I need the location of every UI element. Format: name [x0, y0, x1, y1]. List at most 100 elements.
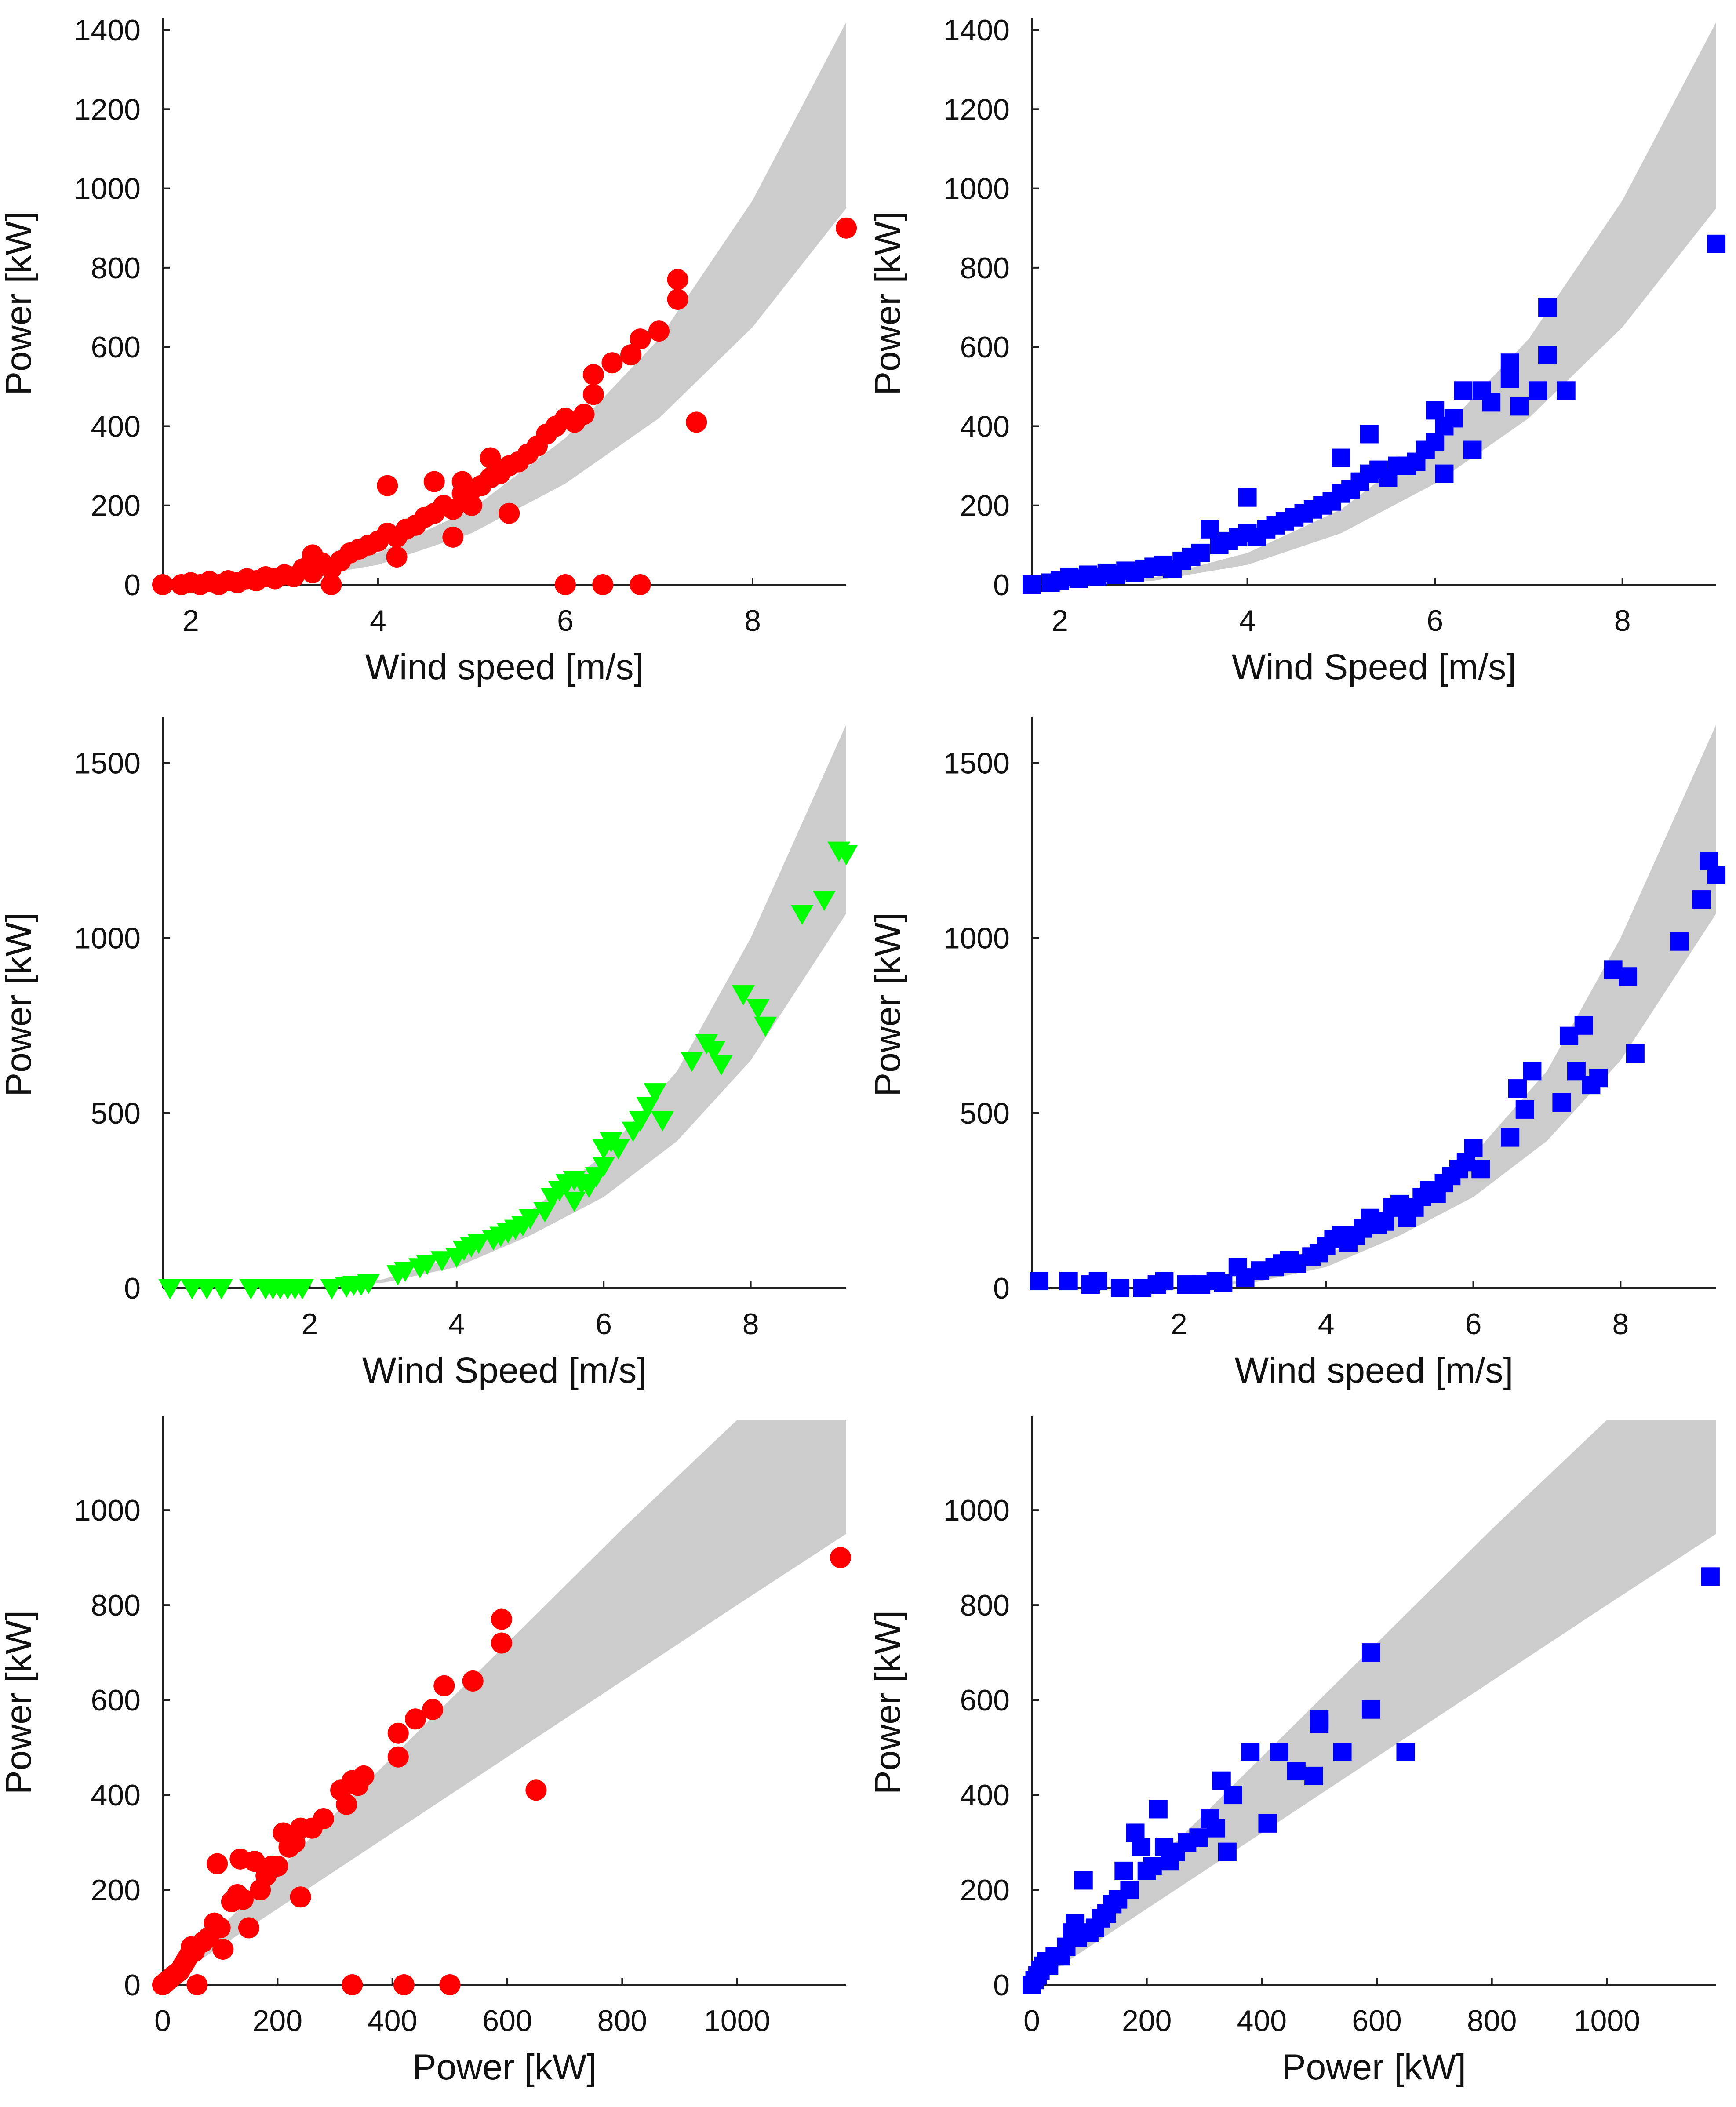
- x-tick-label: 8: [1612, 1307, 1629, 1341]
- y-tick-label: 0: [993, 1969, 1010, 2002]
- data-point: [158, 1279, 182, 1299]
- data-point: [667, 269, 688, 290]
- x-tick-label: 6: [557, 604, 574, 637]
- data-point: [1426, 401, 1445, 420]
- data-point: [1529, 381, 1547, 400]
- data-point: [1201, 520, 1219, 539]
- y-tick-label: 0: [993, 1272, 1010, 1305]
- data-point: [525, 1779, 547, 1801]
- confidence-band: [163, 724, 846, 1288]
- x-tick-label: 2: [1171, 1307, 1187, 1341]
- data-point: [195, 1279, 218, 1299]
- data-point: [1426, 433, 1445, 451]
- data-point: [1454, 381, 1473, 400]
- y-tick-label: 600: [91, 331, 141, 364]
- data-point: [1241, 1743, 1260, 1761]
- y-tick-label: 1200: [943, 93, 1010, 126]
- data-point: [1361, 1700, 1380, 1719]
- data-point: [393, 1974, 415, 1995]
- y-tick-label: 1500: [943, 747, 1010, 780]
- y-tick-label: 800: [91, 1589, 141, 1622]
- data-point: [302, 544, 323, 566]
- y-tick-label: 0: [124, 1272, 141, 1305]
- data-point: [152, 574, 173, 595]
- y-tick-label: 400: [91, 410, 141, 443]
- data-point: [1360, 425, 1379, 444]
- x-axis-label: Power [kW]: [412, 2047, 597, 2087]
- data-point: [1707, 866, 1725, 884]
- x-tick-label: 6: [1427, 604, 1443, 637]
- y-tick-label: 600: [960, 1684, 1010, 1717]
- data-point: [461, 495, 482, 516]
- data-point: [1574, 1016, 1593, 1035]
- data-point: [1692, 890, 1711, 909]
- data-point: [1304, 1766, 1323, 1785]
- data-point: [480, 447, 501, 469]
- data-point: [430, 1251, 454, 1272]
- data-point: [1120, 1881, 1139, 1900]
- x-axis-label: Power [kW]: [1282, 2047, 1466, 2087]
- data-point: [1500, 353, 1519, 372]
- y-axis-label: Power [kW]: [0, 912, 39, 1096]
- data-point: [1214, 1274, 1233, 1292]
- y-tick-label: 200: [960, 489, 1010, 523]
- data-point: [732, 985, 755, 1006]
- x-tick-label: 4: [1239, 604, 1256, 637]
- data-point: [433, 1675, 455, 1696]
- y-axis-label: Power [kW]: [868, 211, 908, 395]
- data-point: [491, 1608, 512, 1630]
- chart-bottom-right: 0 200 400 600 800 1000 0 200 400 600 800 1000 Power …: [868, 1416, 1720, 2087]
- data-point: [1515, 1100, 1534, 1119]
- confidence-band: [163, 1420, 846, 1985]
- data-point: [1464, 1139, 1483, 1157]
- data-point: [313, 1808, 334, 1830]
- x-axis-label: Wind Speed [m/s]: [362, 1350, 647, 1390]
- confidence-band: [1032, 22, 1716, 585]
- y-tick-label: 600: [91, 1684, 141, 1717]
- data-point: [601, 352, 623, 374]
- data-point: [835, 845, 858, 866]
- chart-middle-left: 0 500 1000 1500 2 4 6 8 Wind Speed [m/s] Power [k…: [0, 717, 858, 1390]
- data-point: [342, 1974, 363, 1995]
- data-point: [1030, 1272, 1048, 1291]
- data-point: [1088, 1272, 1107, 1291]
- data-point: [812, 891, 836, 911]
- x-tick-label: 200: [253, 2004, 302, 2038]
- chart-middle-right: 0 500 1000 1500 2 4 6 8 Wind speed [m/s] Power [k…: [868, 717, 1725, 1390]
- data-point: [1191, 543, 1210, 562]
- data-point: [387, 1746, 409, 1768]
- y-tick-label: 1000: [943, 1494, 1010, 1527]
- data-point: [291, 1279, 314, 1299]
- x-tick-label: 0: [154, 2004, 171, 2038]
- data-point: [210, 1279, 233, 1299]
- x-tick-label: 1000: [1574, 2004, 1640, 2038]
- y-tick-label: 800: [91, 251, 141, 285]
- y-tick-label: 1500: [74, 747, 141, 780]
- data-point: [267, 1856, 288, 1877]
- data-point: [1471, 1160, 1490, 1179]
- data-point: [1143, 1857, 1162, 1876]
- data-point: [207, 1853, 228, 1874]
- y-tick-label: 1400: [943, 14, 1010, 47]
- y-axis-label: Power [kW]: [0, 211, 39, 395]
- data-point: [620, 344, 642, 366]
- data-point: [754, 1016, 777, 1037]
- data-point: [667, 288, 688, 310]
- data-point: [462, 1670, 484, 1692]
- data-point: [439, 1974, 461, 1995]
- data-point: [702, 1041, 726, 1062]
- data-point: [582, 364, 604, 386]
- data-point: [1361, 1643, 1380, 1662]
- y-tick-label: 500: [91, 1097, 141, 1130]
- y-tick-label: 1000: [74, 1494, 141, 1527]
- y-axis-label: Power [kW]: [0, 1610, 39, 1794]
- y-tick-label: 1000: [943, 172, 1010, 206]
- data-point: [630, 328, 651, 350]
- y-tick-label: 0: [993, 568, 1010, 602]
- data-point: [1444, 409, 1463, 428]
- data-point: [1287, 1762, 1306, 1781]
- data-point: [1552, 1093, 1571, 1112]
- data-point: [491, 1632, 512, 1654]
- y-axis-label: Power [kW]: [868, 1610, 908, 1794]
